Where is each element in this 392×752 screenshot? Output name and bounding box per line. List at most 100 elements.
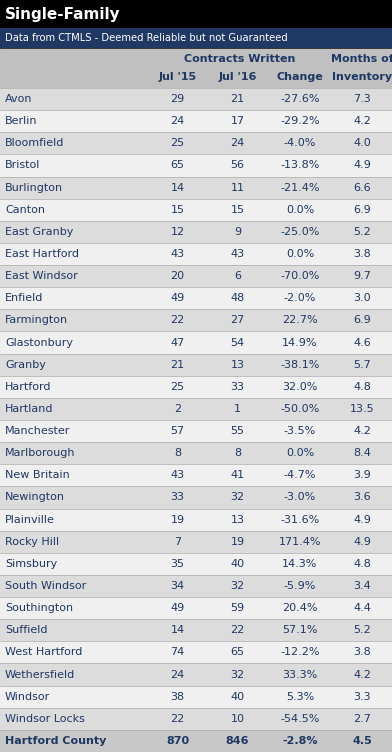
Text: 74: 74 <box>171 647 185 657</box>
Text: Manchester: Manchester <box>5 426 71 436</box>
Text: 7.3: 7.3 <box>353 94 371 104</box>
Text: 4.2: 4.2 <box>353 669 371 680</box>
Text: 24: 24 <box>230 138 245 148</box>
Text: 29: 29 <box>171 94 185 104</box>
Text: Single-Family: Single-Family <box>5 7 121 22</box>
Text: 32: 32 <box>230 493 245 502</box>
Text: 8: 8 <box>174 448 181 458</box>
Text: 14: 14 <box>171 625 185 635</box>
Bar <box>0 531 392 553</box>
Text: 13: 13 <box>230 514 245 525</box>
Text: 48: 48 <box>230 293 245 303</box>
Text: -2.8%: -2.8% <box>282 736 318 746</box>
Text: 14.9%: 14.9% <box>282 338 318 347</box>
Text: 4.6: 4.6 <box>353 338 371 347</box>
Text: 4.9: 4.9 <box>353 160 371 171</box>
Bar <box>0 508 392 531</box>
Text: 4.9: 4.9 <box>353 514 371 525</box>
Text: 3.3: 3.3 <box>353 692 371 702</box>
Text: Canton: Canton <box>5 205 45 215</box>
Text: 22.7%: 22.7% <box>282 315 318 326</box>
Text: 43: 43 <box>171 249 185 259</box>
Text: 43: 43 <box>171 470 185 481</box>
Text: 27: 27 <box>230 315 245 326</box>
Text: -21.4%: -21.4% <box>280 183 320 193</box>
Text: Rocky Hill: Rocky Hill <box>5 537 59 547</box>
Text: -4.7%: -4.7% <box>284 470 316 481</box>
Text: 49: 49 <box>171 293 185 303</box>
Text: 0.0%: 0.0% <box>286 448 314 458</box>
Text: Farmington: Farmington <box>5 315 68 326</box>
Text: 4.8: 4.8 <box>353 559 371 569</box>
Bar <box>0 708 392 730</box>
Text: Jul '15: Jul '15 <box>158 72 196 82</box>
Text: 40: 40 <box>230 692 245 702</box>
Text: -2.0%: -2.0% <box>284 293 316 303</box>
Text: Suffield: Suffield <box>5 625 47 635</box>
Text: -54.5%: -54.5% <box>280 714 320 723</box>
Text: 4.8: 4.8 <box>353 382 371 392</box>
Bar <box>0 641 392 663</box>
Text: 2.7: 2.7 <box>353 714 371 723</box>
Text: 22: 22 <box>171 315 185 326</box>
Bar <box>0 110 392 132</box>
Bar <box>0 464 392 487</box>
Bar <box>0 332 392 353</box>
Text: Glastonbury: Glastonbury <box>5 338 73 347</box>
Text: Southington: Southington <box>5 603 73 613</box>
Text: 4.5: 4.5 <box>352 736 372 746</box>
Bar <box>0 487 392 508</box>
Text: 8.4: 8.4 <box>353 448 371 458</box>
Bar <box>0 154 392 177</box>
Text: 4.4: 4.4 <box>353 603 371 613</box>
Text: 32.0%: 32.0% <box>282 382 318 392</box>
Text: 21: 21 <box>171 359 185 370</box>
Text: 41: 41 <box>230 470 245 481</box>
Text: -38.1%: -38.1% <box>280 359 320 370</box>
Text: West Hartford: West Hartford <box>5 647 82 657</box>
Text: 4.2: 4.2 <box>353 117 371 126</box>
Text: 33: 33 <box>171 493 185 502</box>
Text: -5.9%: -5.9% <box>284 581 316 591</box>
Text: 5.3%: 5.3% <box>286 692 314 702</box>
Text: 4.9: 4.9 <box>353 537 371 547</box>
Text: 56: 56 <box>230 160 245 171</box>
Text: 3.8: 3.8 <box>353 249 371 259</box>
Bar <box>0 48 392 88</box>
Text: 65: 65 <box>171 160 185 171</box>
Text: 38: 38 <box>171 692 185 702</box>
Text: 3.4: 3.4 <box>353 581 371 591</box>
Text: 65: 65 <box>230 647 245 657</box>
Text: Wethersfield: Wethersfield <box>5 669 75 680</box>
Bar <box>0 221 392 243</box>
Text: Plainville: Plainville <box>5 514 55 525</box>
Text: -70.0%: -70.0% <box>280 271 320 281</box>
Text: 10: 10 <box>230 714 245 723</box>
Bar <box>0 553 392 575</box>
Text: -31.6%: -31.6% <box>280 514 319 525</box>
Text: 33: 33 <box>230 382 245 392</box>
Text: Months of: Months of <box>330 54 392 64</box>
Text: 22: 22 <box>171 714 185 723</box>
Text: -3.5%: -3.5% <box>284 426 316 436</box>
Text: 3.0: 3.0 <box>353 293 371 303</box>
Bar <box>0 575 392 597</box>
Text: Change: Change <box>277 72 323 82</box>
Bar <box>0 243 392 265</box>
Text: 57.1%: 57.1% <box>282 625 318 635</box>
Bar <box>0 663 392 686</box>
Text: Burlington: Burlington <box>5 183 63 193</box>
Bar <box>0 309 392 332</box>
Text: East Windsor: East Windsor <box>5 271 78 281</box>
Text: -25.0%: -25.0% <box>280 227 320 237</box>
Text: 32: 32 <box>230 669 245 680</box>
Text: Hartford County: Hartford County <box>5 736 106 746</box>
Bar <box>0 442 392 464</box>
Text: 3.8: 3.8 <box>353 647 371 657</box>
Bar <box>0 730 392 752</box>
Text: 20: 20 <box>171 271 185 281</box>
Text: 846: 846 <box>226 736 249 746</box>
Text: 9: 9 <box>234 227 241 237</box>
Text: 34: 34 <box>171 581 185 591</box>
Text: 8: 8 <box>234 448 241 458</box>
